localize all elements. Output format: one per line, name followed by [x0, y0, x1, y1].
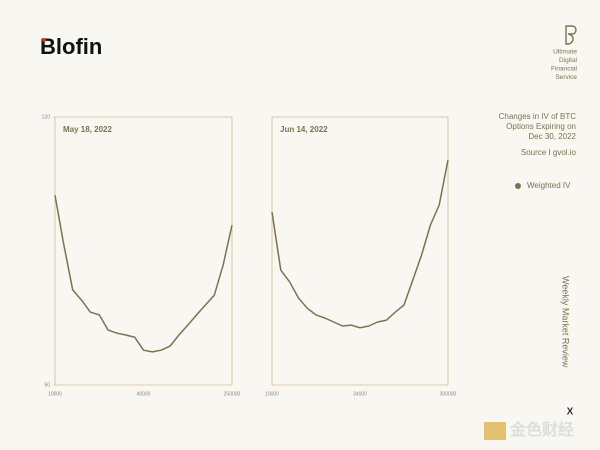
y-tick-label: 120 — [42, 114, 51, 120]
watermark-icon — [484, 422, 506, 440]
panel-title: Jun 14, 2022 — [280, 125, 328, 134]
y-tick-label: 60 — [44, 382, 50, 388]
x-tick-label: 250000 — [224, 391, 241, 397]
x-tick-label: 10000 — [265, 391, 279, 397]
brand-dot — [42, 38, 46, 42]
iv-line — [54, 195, 233, 353]
watermark: 金色财经 — [509, 420, 574, 439]
legend-label: Weighted IV — [527, 181, 571, 190]
x-tick-label: 300000 — [440, 391, 457, 397]
logo — [565, 25, 577, 45]
tagline-line: Ultimate — [553, 49, 577, 56]
chart-panel: May 18, 2022 60 120 10000 40000 250000 — [42, 114, 241, 397]
iv-line — [271, 159, 449, 329]
side-title: Weekly Market Review — [561, 276, 571, 368]
chart-panel: Jun 14, 2022 10000 34000 300000 — [265, 116, 457, 397]
legend-marker — [515, 183, 521, 189]
tagline-line: Service — [555, 74, 577, 81]
source: Source I gvol.io — [521, 148, 577, 157]
panel-title: May 18, 2022 — [63, 125, 112, 134]
brand: Blofin — [40, 34, 102, 59]
x-tick-label: 34000 — [353, 391, 367, 397]
x-tick-label: 40000 — [137, 391, 151, 397]
x-tick-label: 10000 — [48, 391, 62, 397]
description-line: Options Expiring on — [506, 122, 576, 131]
tagline-line: Digital — [559, 57, 578, 64]
description-line: Changes in IV of BTC — [499, 112, 577, 121]
description-line: Dec 30, 2022 — [528, 132, 576, 141]
corner-mark: X — [567, 407, 574, 418]
tagline-line: Financial — [551, 66, 578, 73]
